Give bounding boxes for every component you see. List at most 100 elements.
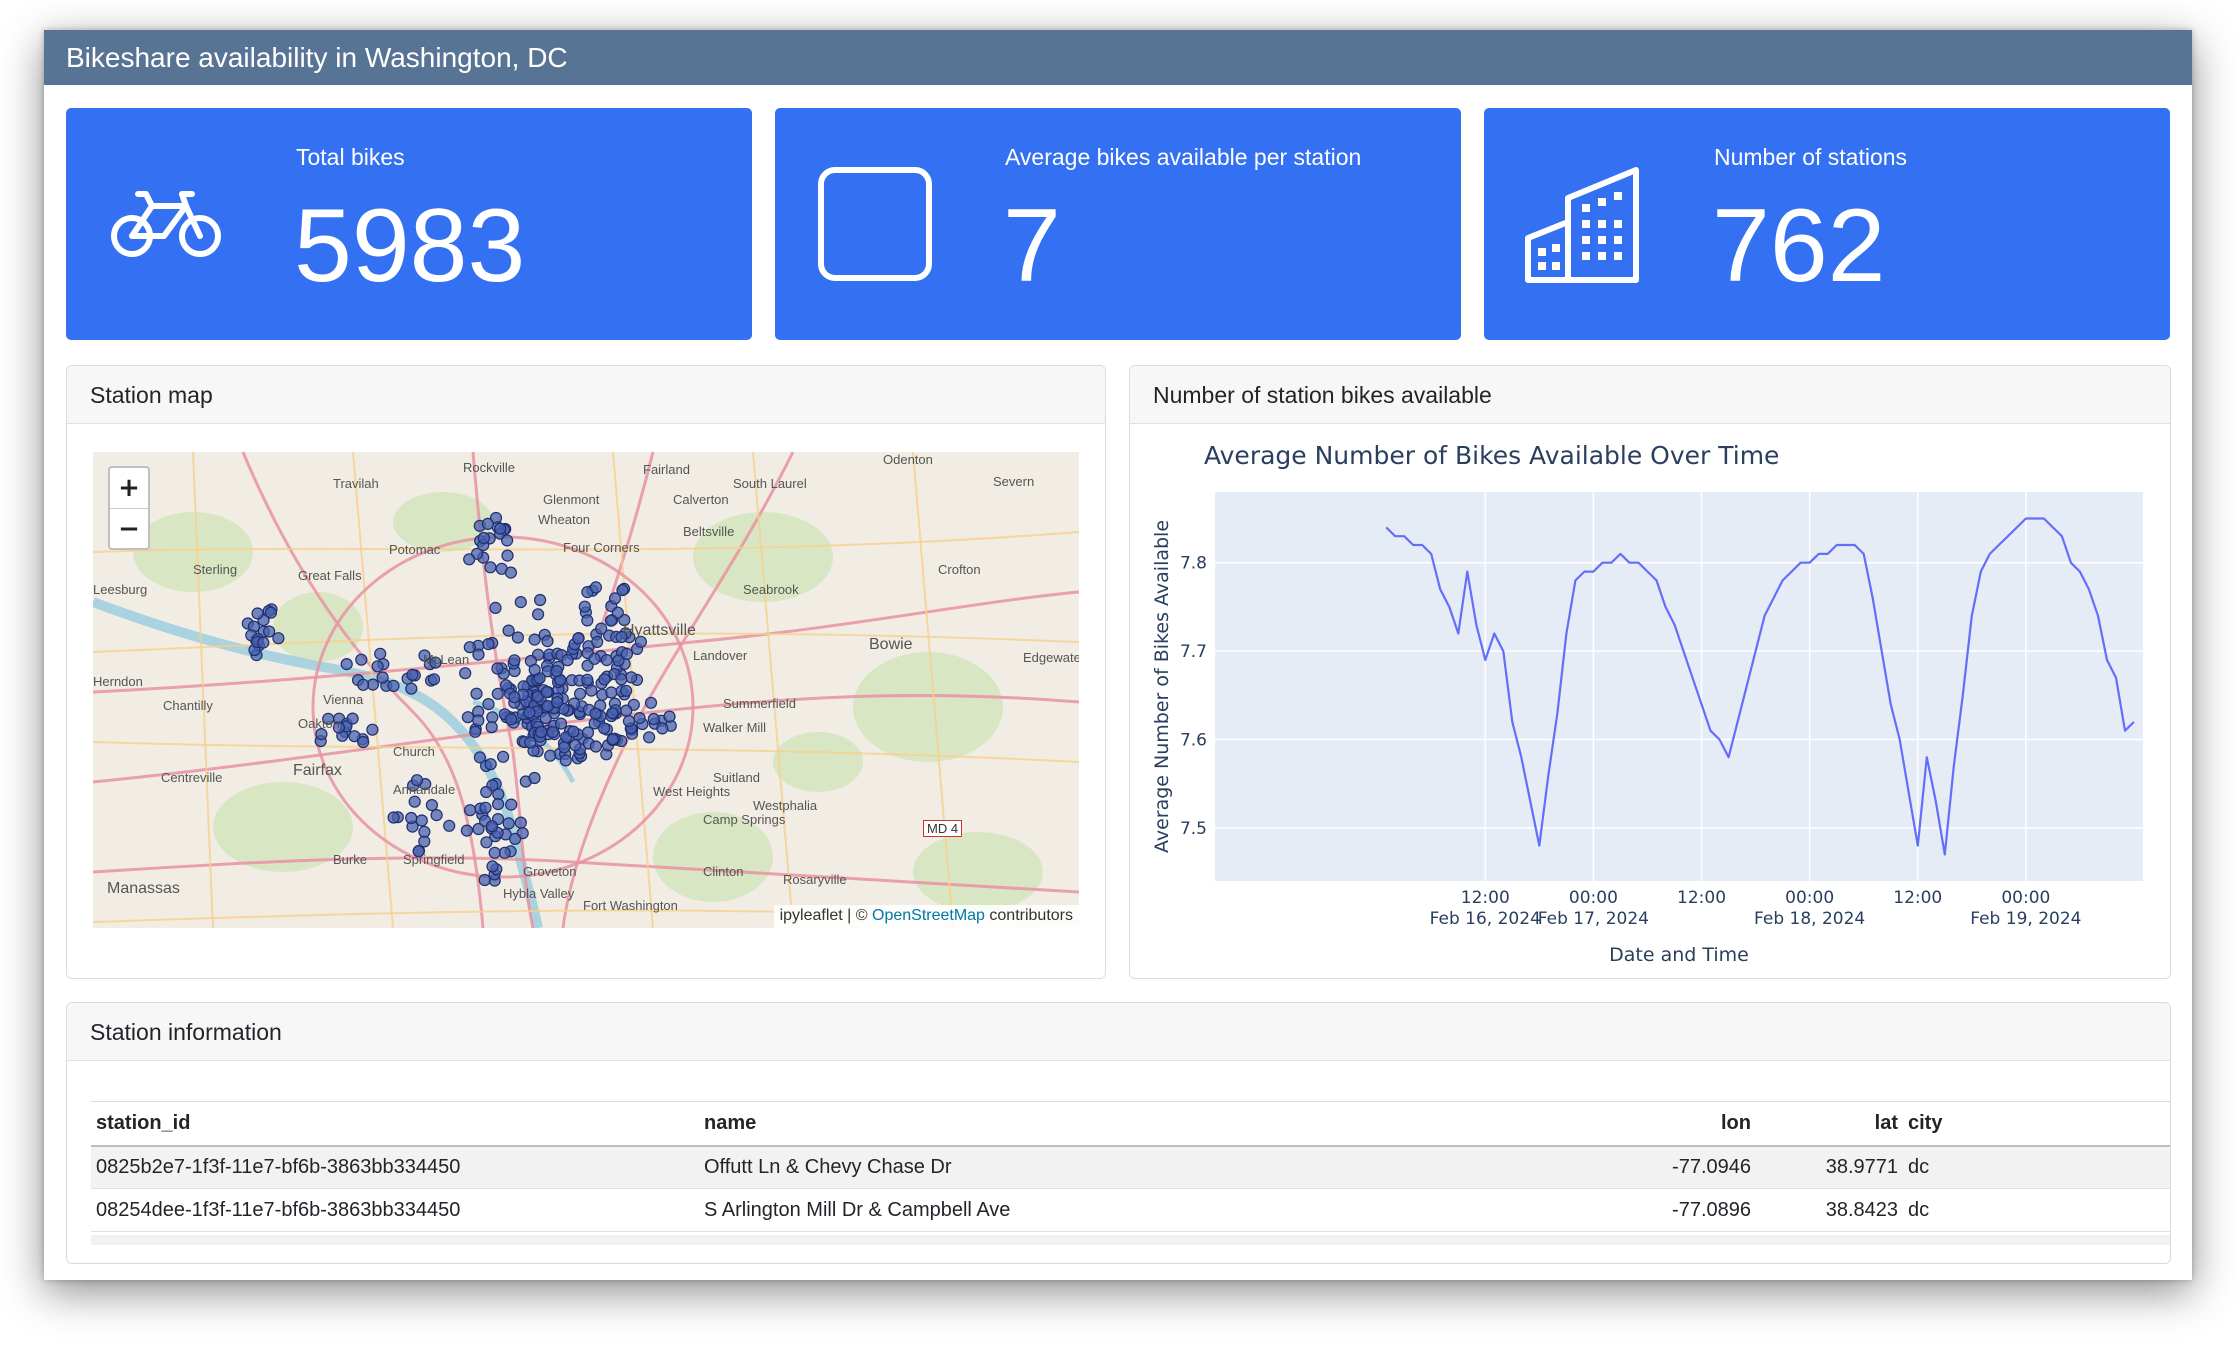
station-marker[interactable] <box>478 873 491 887</box>
station-marker[interactable] <box>491 662 504 675</box>
station-marker[interactable] <box>647 712 660 726</box>
station-marker[interactable] <box>406 668 419 681</box>
station-marker[interactable] <box>371 660 384 673</box>
station-marker[interactable] <box>578 600 591 613</box>
station-marker[interactable] <box>605 686 618 699</box>
station-marker[interactable] <box>604 614 618 627</box>
station-marker[interactable] <box>498 846 511 859</box>
station-marker[interactable] <box>459 667 472 680</box>
station-marker[interactable] <box>340 658 353 671</box>
station-marker[interactable] <box>484 561 497 574</box>
station-marker[interactable] <box>558 741 571 754</box>
station-marker[interactable] <box>561 654 574 667</box>
station-marker[interactable] <box>482 698 495 711</box>
station-marker[interactable] <box>616 584 629 597</box>
station-marker[interactable] <box>374 647 387 660</box>
station-marker[interactable] <box>505 798 518 811</box>
station-marker[interactable] <box>501 534 514 547</box>
station-marker[interactable] <box>572 632 585 645</box>
station-marker[interactable] <box>472 822 485 836</box>
station-marker[interactable] <box>508 654 521 667</box>
station-marker[interactable] <box>479 801 492 814</box>
station-marker[interactable] <box>528 633 541 646</box>
openstreetmap-link[interactable]: OpenStreetMap <box>872 907 985 924</box>
station-marker[interactable] <box>615 673 628 686</box>
station-marker[interactable] <box>460 824 473 837</box>
station-marker[interactable] <box>418 825 431 838</box>
station-marker[interactable] <box>481 517 494 531</box>
station-marker[interactable] <box>554 717 568 730</box>
station-marker[interactable] <box>528 771 541 785</box>
station-marker[interactable] <box>504 566 517 579</box>
station-marker[interactable] <box>585 684 598 697</box>
station-marker[interactable] <box>429 656 442 669</box>
station-marker[interactable] <box>315 728 328 741</box>
station-marker[interactable] <box>346 712 359 725</box>
column-header[interactable]: name <box>699 1101 1559 1147</box>
station-marker[interactable] <box>472 714 485 727</box>
station-marker[interactable] <box>257 636 270 649</box>
station-marker[interactable] <box>502 624 515 637</box>
station-marker[interactable] <box>634 635 648 648</box>
station-marker[interactable] <box>473 751 486 764</box>
station-marker[interactable] <box>332 721 345 734</box>
station-marker[interactable] <box>492 798 505 811</box>
station-marker[interactable] <box>482 638 495 651</box>
station-marker[interactable] <box>514 596 527 609</box>
station-marker[interactable] <box>470 687 483 700</box>
station-marker[interactable] <box>642 731 656 744</box>
station-marker[interactable] <box>600 654 613 667</box>
station-marker[interactable] <box>387 679 400 692</box>
station-marker[interactable] <box>322 712 335 725</box>
station-marker[interactable] <box>410 774 424 787</box>
station-marker[interactable] <box>559 754 572 767</box>
station-marker[interactable] <box>612 654 625 667</box>
station-marker[interactable] <box>355 653 368 666</box>
station-marker[interactable] <box>464 804 477 817</box>
station-marker[interactable] <box>491 687 504 700</box>
station-marker[interactable] <box>443 819 456 832</box>
station-marker[interactable] <box>535 725 548 739</box>
station-marker[interactable] <box>357 735 370 749</box>
station-marker[interactable] <box>511 631 524 644</box>
station-marker[interactable] <box>663 710 676 723</box>
station-marker[interactable] <box>427 673 441 686</box>
station-marker[interactable] <box>546 726 559 739</box>
station-marker[interactable] <box>264 606 277 619</box>
station-marker[interactable] <box>272 632 285 645</box>
station-marker[interactable] <box>405 682 418 695</box>
station-marker[interactable] <box>348 730 361 743</box>
station-marker[interactable] <box>366 723 379 736</box>
station-marker[interactable] <box>418 649 431 662</box>
station-marker[interactable] <box>405 811 418 825</box>
station-marker[interactable] <box>376 671 389 684</box>
station-marker[interactable] <box>567 725 580 738</box>
station-map[interactable]: Rockville Fairland Odenton Travilah Glenmont… <box>93 452 1079 928</box>
station-marker[interactable] <box>620 647 634 660</box>
station-marker[interactable] <box>514 816 527 829</box>
station-marker[interactable] <box>463 641 476 654</box>
station-marker[interactable] <box>485 820 499 833</box>
station-marker[interactable] <box>480 785 493 799</box>
station-marker[interactable] <box>615 630 628 644</box>
table-row[interactable]: 0825b2e7-1f3f-11e7-bf6b-3863bb334450 Off… <box>91 1145 2170 1189</box>
station-marker[interactable] <box>461 711 474 724</box>
station-marker[interactable] <box>387 811 400 824</box>
station-marker[interactable] <box>472 648 485 661</box>
station-marker[interactable] <box>263 625 276 638</box>
station-marker[interactable] <box>501 549 514 562</box>
station-marker[interactable] <box>606 733 619 746</box>
station-marker[interactable] <box>477 531 490 545</box>
column-header[interactable]: lon <box>1559 1101 1756 1147</box>
station-marker[interactable] <box>505 713 518 726</box>
station-marker[interactable] <box>497 750 510 763</box>
station-marker[interactable] <box>619 684 633 697</box>
station-marker[interactable] <box>625 671 638 684</box>
station-marker[interactable] <box>551 696 564 709</box>
station-marker[interactable] <box>412 845 425 858</box>
station-marker[interactable] <box>494 522 507 535</box>
station-marker[interactable] <box>581 726 595 739</box>
station-marker[interactable] <box>598 673 611 686</box>
station-marker[interactable] <box>408 795 421 808</box>
